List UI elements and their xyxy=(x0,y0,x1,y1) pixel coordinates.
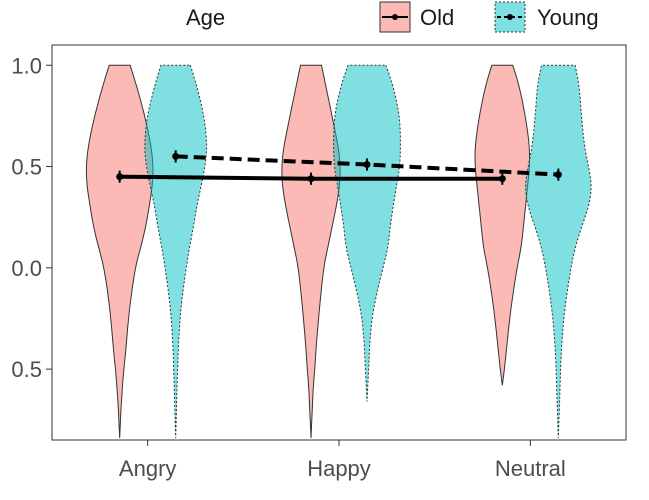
legend: Age Old Young xyxy=(186,1,599,33)
y-axis: 1.0 0.5 0.0 0.5 xyxy=(11,53,52,382)
violin-old-neutral xyxy=(474,64,531,386)
violin-old-happy xyxy=(281,64,341,439)
violin-young-neutral xyxy=(525,64,592,439)
x-tick-label-happy: Happy xyxy=(307,456,371,481)
y-tick-label-3: 0.5 xyxy=(11,357,42,382)
mean-point-old-neutral xyxy=(498,175,506,183)
legend-label-young: Young xyxy=(537,5,599,30)
x-axis: Angry Happy Neutral xyxy=(119,440,566,481)
x-tick-label-neutral: Neutral xyxy=(495,456,566,481)
mean-point-young-happy xyxy=(363,161,371,169)
legend-label-old: Old xyxy=(420,5,454,30)
violin-young-happy xyxy=(333,64,401,402)
mean-point-young-neutral xyxy=(554,171,562,179)
mean-point-old-angry xyxy=(116,173,124,181)
legend-key-young-dot xyxy=(507,14,513,20)
violin-old-angry xyxy=(85,64,154,439)
legend-title: Age xyxy=(186,5,225,30)
mean-lines xyxy=(116,150,562,185)
violins xyxy=(85,64,592,439)
x-tick-label-angry: Angry xyxy=(119,456,176,481)
violin-young-angry xyxy=(144,64,208,439)
y-tick-label-1: 0.5 xyxy=(11,155,42,180)
mean-point-young-angry xyxy=(172,152,180,160)
legend-key-old-dot xyxy=(392,14,398,20)
mean-point-old-happy xyxy=(307,175,315,183)
y-tick-label-0: 1.0 xyxy=(11,53,42,78)
y-tick-label-2: 0.0 xyxy=(11,256,42,281)
